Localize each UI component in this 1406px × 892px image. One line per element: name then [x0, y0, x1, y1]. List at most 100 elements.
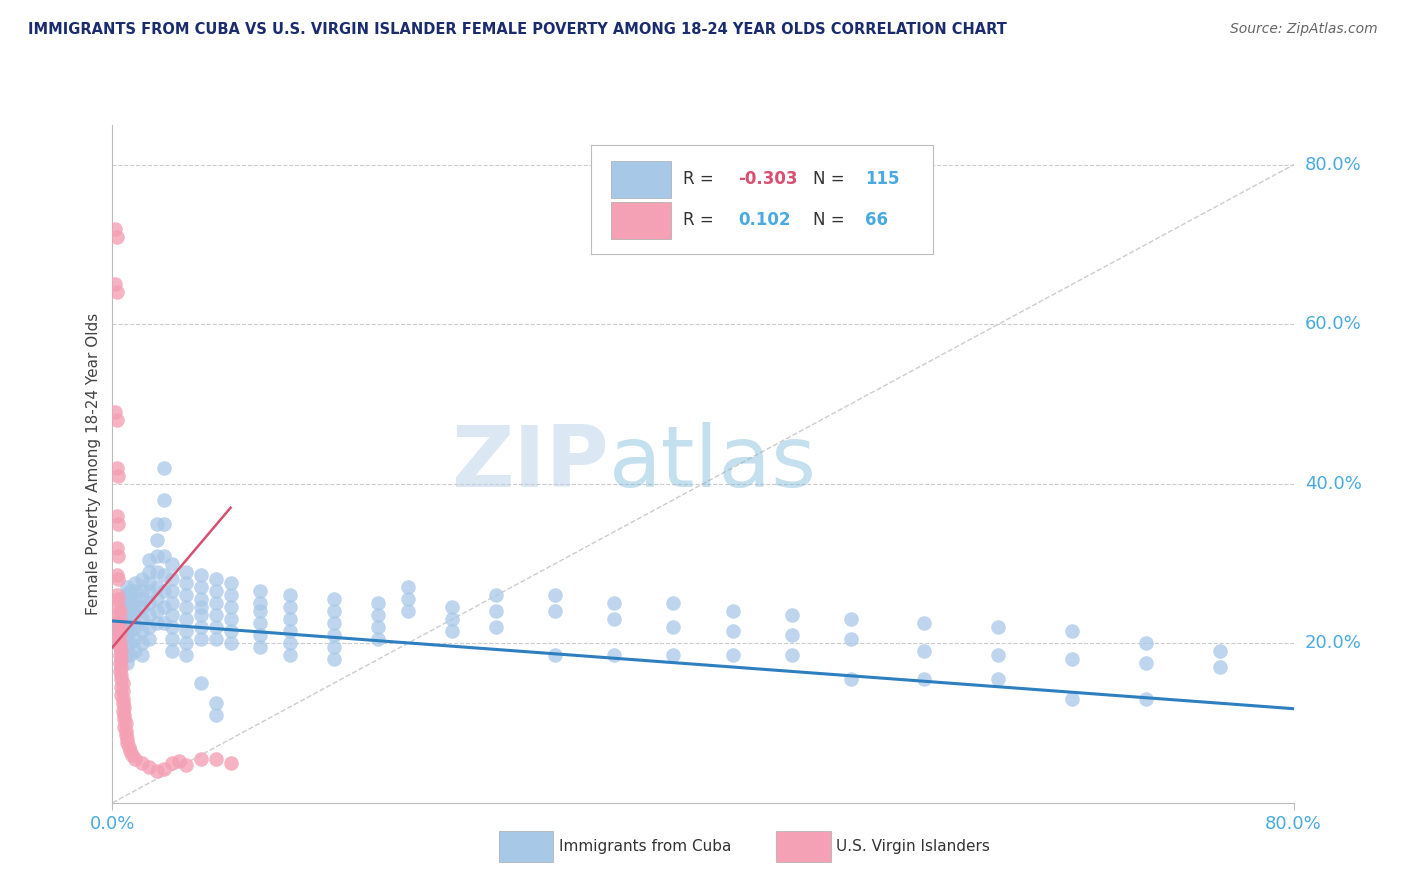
Point: [117, 648, 138, 663]
Point: [174, 648, 197, 663]
Point: [914, 616, 936, 631]
Point: [367, 608, 389, 623]
Point: [146, 592, 169, 607]
Point: [839, 632, 862, 647]
Point: [131, 624, 153, 639]
Point: [190, 632, 212, 647]
Point: [114, 600, 136, 615]
Point: [138, 620, 160, 634]
Point: [219, 612, 242, 626]
Y-axis label: Female Poverty Among 18-24 Year Olds: Female Poverty Among 18-24 Year Olds: [86, 313, 101, 615]
Point: [153, 762, 176, 776]
Point: [160, 632, 183, 647]
Point: [120, 624, 142, 639]
Point: [107, 516, 129, 531]
Point: [249, 640, 271, 655]
Point: [117, 604, 138, 618]
Point: [138, 576, 160, 591]
Point: [112, 720, 135, 734]
Text: 40.0%: 40.0%: [1305, 475, 1361, 492]
Point: [105, 508, 128, 523]
Point: [124, 644, 146, 658]
Point: [160, 644, 183, 658]
Point: [219, 600, 242, 615]
Point: [190, 676, 212, 690]
Point: [190, 581, 212, 595]
Point: [146, 604, 169, 618]
Point: [190, 592, 212, 607]
Point: [107, 573, 129, 587]
Point: [1208, 644, 1232, 658]
Point: [110, 628, 132, 642]
Point: [105, 285, 128, 300]
Point: [112, 620, 135, 634]
Point: [112, 700, 135, 714]
Point: [110, 608, 132, 623]
Point: [278, 636, 301, 650]
Point: [120, 584, 142, 599]
Text: IMMIGRANTS FROM CUBA VS U.S. VIRGIN ISLANDER FEMALE POVERTY AMONG 18-24 YEAR OLD: IMMIGRANTS FROM CUBA VS U.S. VIRGIN ISLA…: [28, 22, 1007, 37]
Point: [108, 628, 131, 642]
Text: R =: R =: [683, 211, 718, 228]
Point: [146, 764, 169, 778]
Point: [987, 648, 1010, 663]
Point: [105, 568, 128, 582]
Point: [104, 405, 127, 419]
Point: [138, 584, 160, 599]
Point: [107, 600, 129, 615]
Point: [138, 565, 160, 579]
Point: [544, 648, 567, 663]
Point: [190, 608, 212, 623]
Point: [323, 604, 346, 618]
Point: [662, 648, 685, 663]
Point: [153, 516, 176, 531]
Text: 0.102: 0.102: [738, 211, 792, 228]
Point: [603, 596, 626, 610]
Text: Source: ZipAtlas.com: Source: ZipAtlas.com: [1230, 22, 1378, 37]
Point: [111, 684, 134, 698]
Point: [603, 648, 626, 663]
Text: -0.303: -0.303: [738, 170, 799, 188]
Point: [112, 612, 135, 626]
Point: [124, 584, 146, 599]
Point: [441, 624, 464, 639]
Point: [124, 632, 146, 647]
Point: [278, 624, 301, 639]
Point: [117, 628, 138, 642]
Point: [219, 624, 242, 639]
Point: [153, 616, 176, 631]
Text: U.S. Virgin Islanders: U.S. Virgin Islanders: [837, 839, 990, 855]
Point: [104, 277, 127, 292]
Point: [1062, 624, 1084, 639]
Point: [219, 589, 242, 603]
Point: [108, 640, 131, 655]
Point: [146, 516, 169, 531]
Point: [114, 724, 136, 739]
Point: [114, 612, 136, 626]
Point: [107, 616, 129, 631]
Point: [131, 612, 153, 626]
Point: [146, 549, 169, 563]
Point: [278, 612, 301, 626]
Point: [278, 589, 301, 603]
Point: [174, 757, 197, 772]
Text: 80.0%: 80.0%: [1305, 156, 1361, 174]
Point: [104, 221, 127, 235]
Point: [323, 652, 346, 666]
Point: [111, 696, 134, 710]
Point: [153, 549, 176, 563]
Text: R =: R =: [683, 170, 718, 188]
Text: atlas: atlas: [609, 422, 817, 506]
Point: [117, 731, 138, 746]
Point: [107, 549, 129, 563]
Point: [108, 640, 131, 655]
Point: [323, 640, 346, 655]
FancyBboxPatch shape: [610, 202, 671, 239]
Point: [110, 644, 132, 658]
Point: [114, 728, 136, 742]
Point: [1208, 660, 1232, 674]
Point: [110, 636, 132, 650]
Point: [662, 620, 685, 634]
Point: [441, 600, 464, 615]
Point: [105, 616, 128, 631]
